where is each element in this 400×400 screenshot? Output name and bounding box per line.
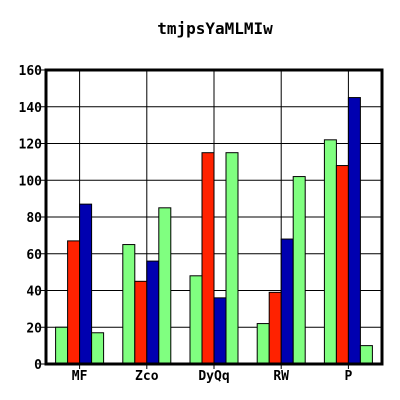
bar-rw-series-1 (256, 323, 270, 365)
bar-mf-series-2 (67, 240, 81, 365)
bar-mf-series-3 (79, 203, 93, 365)
y-tick-label: 120 (19, 138, 43, 153)
y-tick-label: 160 (19, 64, 43, 79)
y-tick-label: 100 (19, 174, 43, 189)
y-tick-label: 60 (26, 248, 42, 263)
bar-zco-series-4 (158, 207, 172, 365)
bar-zco-series-1 (122, 244, 136, 365)
x-axis-ticks: MF Zco DyQq RW P (72, 364, 352, 384)
bar-rw-series-4 (292, 176, 306, 365)
bar-mf-series-4 (91, 332, 105, 365)
bar-rw-series-2 (268, 291, 282, 365)
bar-dyqq-series-4 (225, 152, 239, 365)
x-tick-label: P (344, 369, 352, 384)
x-tick-label: DyQq (198, 369, 229, 384)
y-axis-ticks: 0 20 40 60 80 100 120 140 160 (19, 64, 46, 373)
x-tick-label: Zco (135, 369, 159, 384)
bar-dyqq-series-3 (213, 297, 227, 365)
bar-p-series-3 (347, 97, 361, 365)
bar-rw-series-3 (280, 238, 294, 365)
bar-p-series-2 (335, 165, 349, 365)
y-tick-label: 80 (26, 211, 42, 226)
y-tick-label: 140 (19, 101, 43, 116)
x-tick-label: RW (273, 369, 289, 384)
bar-dyqq-series-1 (189, 275, 203, 365)
bar-p-series-1 (323, 139, 337, 365)
chart-title: tmjpsYaMLMIw (157, 19, 273, 38)
x-tick-label: MF (72, 369, 88, 384)
bar-p-series-4 (359, 345, 373, 365)
bar-mf-series-1 (55, 326, 69, 365)
y-tick-label: 40 (26, 285, 42, 300)
bar-dyqq-series-2 (201, 152, 215, 365)
bar-zco-series-3 (146, 260, 160, 365)
bar-zco-series-2 (134, 280, 148, 365)
y-tick-label: 20 (26, 321, 42, 336)
y-tick-label: 0 (34, 358, 42, 373)
